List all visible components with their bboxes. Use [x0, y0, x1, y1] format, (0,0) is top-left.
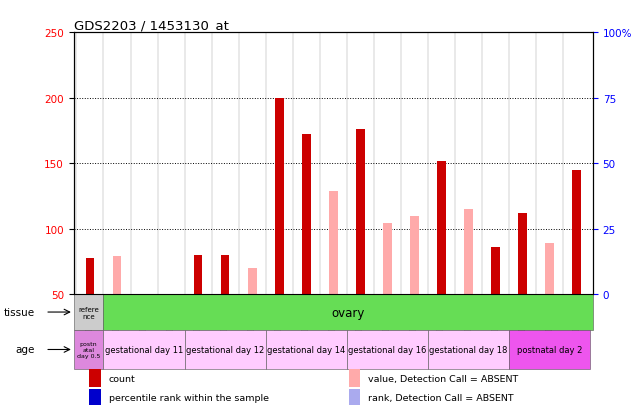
Text: tissue: tissue [4, 307, 35, 317]
Text: ovary: ovary [331, 306, 365, 319]
Bar [545, 244, 554, 294]
Bar [103, 330, 185, 369]
Bar [89, 369, 101, 387]
Bar [74, 294, 103, 330]
Text: gestational day 12: gestational day 12 [186, 345, 264, 354]
Text: gestational day 16: gestational day 16 [348, 345, 427, 354]
Bar [113, 256, 121, 294]
Bar [194, 255, 203, 294]
Bar [572, 170, 581, 294]
Bar [302, 135, 311, 294]
Bar [329, 191, 338, 294]
Bar [509, 330, 590, 369]
Bar [347, 330, 428, 369]
Bar [410, 216, 419, 294]
Bar [356, 130, 365, 294]
Bar [428, 330, 509, 369]
Bar [383, 224, 392, 294]
Bar [74, 330, 103, 369]
Text: GDS2203 / 1453130_at: GDS2203 / 1453130_at [74, 19, 229, 32]
Text: count: count [108, 374, 135, 382]
Bar [491, 247, 500, 294]
Bar [437, 161, 446, 294]
Text: age: age [15, 345, 35, 355]
Text: refere
nce: refere nce [78, 306, 99, 319]
Text: gestational day 14: gestational day 14 [267, 345, 345, 354]
Text: gestational day 11: gestational day 11 [105, 345, 183, 354]
Bar [349, 369, 360, 387]
Bar [464, 209, 473, 294]
Text: value, Detection Call = ABSENT: value, Detection Call = ABSENT [368, 374, 519, 382]
Bar [221, 255, 229, 294]
Text: postnatal day 2: postnatal day 2 [517, 345, 582, 354]
Bar [519, 214, 527, 294]
Bar [275, 98, 283, 294]
Bar [185, 330, 266, 369]
Bar [248, 268, 256, 294]
Text: rank, Detection Call = ABSENT: rank, Detection Call = ABSENT [368, 393, 513, 402]
Bar [89, 389, 101, 406]
Text: postn
atal
day 0.5: postn atal day 0.5 [77, 342, 100, 358]
Bar [266, 330, 347, 369]
Bar [86, 258, 94, 294]
Text: gestational day 18: gestational day 18 [429, 345, 508, 354]
Text: percentile rank within the sample: percentile rank within the sample [108, 393, 269, 402]
Bar [349, 389, 360, 406]
